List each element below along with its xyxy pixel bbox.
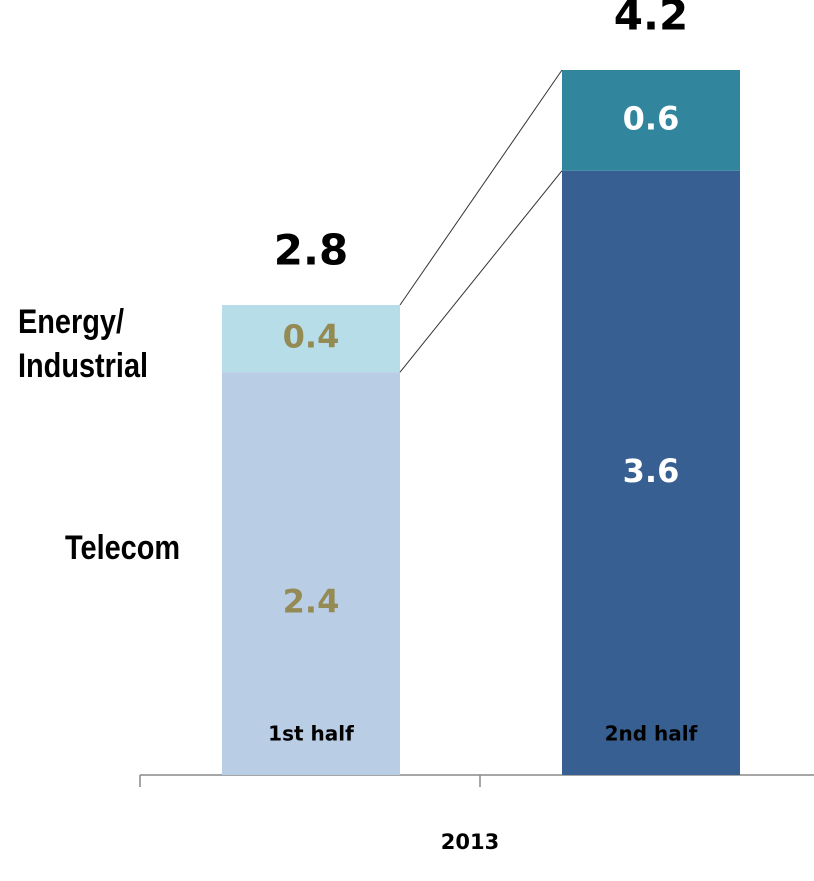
total-label: 2.8 [274,226,348,275]
value-label: 0.4 [283,318,340,356]
bar-segment [562,70,740,171]
x-axis-label: 2013 [441,830,499,854]
value-label: 0.6 [623,99,680,137]
connector [399,69,563,306]
value-label: 2.4 [283,583,340,621]
x-tick-label: 2nd half [605,722,698,746]
connector [399,170,563,373]
value-label: 3.6 [623,452,680,490]
bar-segment [222,372,400,775]
total-label: 4.2 [614,0,688,40]
x-tick-label: 1st half [268,722,354,746]
bar-segment [222,305,400,373]
legend-telecom: Telecom [65,529,181,567]
legend-energy: Energy/ Industrial [18,303,149,385]
bar-segment [562,170,740,775]
